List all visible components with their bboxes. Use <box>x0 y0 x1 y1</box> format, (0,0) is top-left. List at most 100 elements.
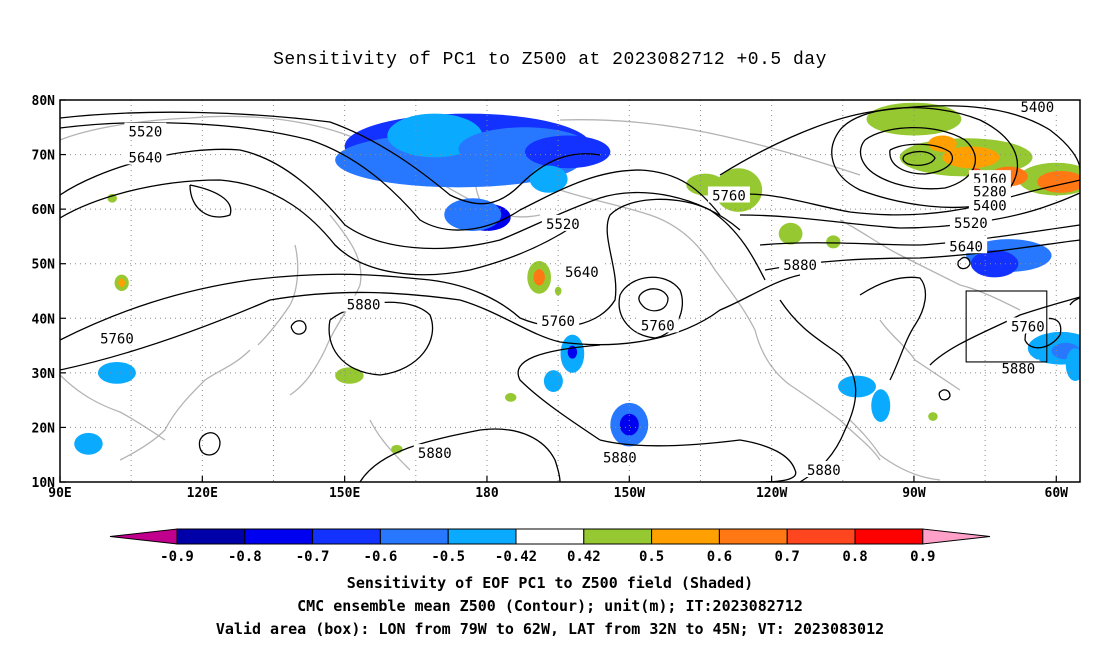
coastline-5 <box>559 189 756 331</box>
contour-label-bg <box>413 444 456 461</box>
colorbar-labels: -0.9 -0.8 -0.7 -0.6 -0.5 -0.42 0.42 0.5 0.6 0.7 0.… <box>160 549 935 565</box>
x-tick-label-150E: 150E <box>329 486 360 501</box>
shade-blob-16 <box>543 370 563 392</box>
contour-line-20 <box>599 439 797 482</box>
shade-blob-24 <box>942 146 1000 169</box>
contour-label-bg <box>124 122 167 139</box>
contour-label-bg <box>968 182 1011 199</box>
contour-line-14 <box>719 105 1080 176</box>
contour-label-bg <box>997 359 1040 376</box>
contour-line-24 <box>929 296 1080 366</box>
contour-line-28 <box>957 256 971 270</box>
contour-line-26 <box>198 432 221 456</box>
contour-label-5520: 5520 <box>954 216 988 232</box>
coastline-9 <box>559 119 861 176</box>
y-tick-label-50N: 50N <box>32 258 56 273</box>
shade-blob-36 <box>335 367 364 384</box>
x-tick-label-120E: 120E <box>187 486 218 501</box>
colorbar: -0.9 -0.8 -0.7 -0.6 -0.5 -0.42 0.42 0.5 0.6 0.7 0.… <box>109 528 991 565</box>
contour-label-5760: 5760 <box>641 318 675 334</box>
contour-label-5520: 5520 <box>129 125 163 141</box>
shade-blob-35 <box>826 235 841 249</box>
x-tick-label-60W: 60W <box>1045 486 1069 501</box>
contour-line-9 <box>638 288 669 312</box>
contour-label-bg <box>537 312 580 329</box>
shade-blob-17 <box>838 375 876 398</box>
contour-label-bg <box>342 295 385 312</box>
x-tick-label-120W: 120W <box>756 486 787 501</box>
contour-line-15 <box>729 179 1080 216</box>
z500-contours <box>60 105 1080 482</box>
contour-label-bg <box>945 237 988 254</box>
contour-line-6 <box>60 274 801 371</box>
contour-line-19 <box>517 344 601 441</box>
colorbar-box-9 <box>786 528 856 545</box>
y-tick-label-30N: 30N <box>32 367 56 382</box>
contour-label-5760: 5760 <box>1011 319 1045 335</box>
contour-label-5760: 5760 <box>541 314 575 330</box>
contour-line-12 <box>889 143 953 175</box>
contour-label-bg <box>560 262 603 279</box>
colorbar-box-2 <box>312 528 381 545</box>
colorbar-box-8 <box>718 528 788 545</box>
contour-line-21 <box>359 428 561 482</box>
contour-line-23 <box>859 276 927 381</box>
contour-label-5880: 5880 <box>1001 361 1035 377</box>
x-tick-label-150W: 150W <box>614 486 645 501</box>
x-tick-label-90E: 90E <box>48 486 71 501</box>
coastline-6 <box>754 329 881 461</box>
y-tick-label-70N: 70N <box>32 149 56 164</box>
coastline-7 <box>849 419 941 481</box>
y-tick-label-40N: 40N <box>32 312 56 327</box>
coastline-4 <box>60 374 166 441</box>
contour-line-8 <box>618 276 684 339</box>
shade-blob-4 <box>444 198 502 231</box>
colorbar-box-5 <box>515 528 585 545</box>
shade-blob-21 <box>1065 348 1080 382</box>
contour-label-bg <box>949 213 992 230</box>
colorbar-under-triangle <box>109 528 178 545</box>
colorbar-box-10 <box>854 528 924 545</box>
contour-label-5400: 5400 <box>973 198 1007 214</box>
contour-line-13 <box>902 150 936 166</box>
contour-line-1 <box>60 122 721 231</box>
contour-label-5880: 5880 <box>603 450 637 466</box>
contour-label-5640: 5640 <box>949 239 983 255</box>
contour-labels: 5520 5640 5400 5520 5760 5640 5880 5760 5760 5880… <box>95 98 1059 479</box>
contour-label-bg <box>1006 317 1049 334</box>
colorbar-box-7 <box>651 528 720 545</box>
coastline-8 <box>879 319 961 391</box>
shade-blob-13 <box>619 413 639 436</box>
contour-label-5760: 5760 <box>100 331 134 347</box>
contour-label-5520: 5520 <box>546 217 580 233</box>
colorbar-label: -0.6 <box>364 549 398 565</box>
plot-frame <box>59 99 1081 483</box>
contour-label-bg <box>968 196 1011 213</box>
y-tick-label-20N: 20N <box>32 421 56 436</box>
shade-blob-19 <box>97 361 136 384</box>
shade-blob-18 <box>871 389 891 422</box>
contour-line-3 <box>60 179 576 276</box>
contour-label-bg <box>124 148 167 165</box>
valid-area-box <box>965 290 1048 363</box>
colorbar-label: -0.5 <box>431 549 465 565</box>
shade-blob-25 <box>928 135 957 152</box>
caption-contour: CMC ensemble mean Z500 (Contour); unit(m… <box>297 597 803 615</box>
shade-blob-6 <box>524 135 611 169</box>
contour-label-bg <box>636 316 679 333</box>
contour-label-5880: 5880 <box>347 298 381 314</box>
caption-valid-area: Valid area (box): LON from 79W to 62W, L… <box>215 620 885 638</box>
shade-blob-34 <box>778 222 803 245</box>
contour-label-bg <box>802 460 845 477</box>
colorbar-box-1 <box>244 528 314 545</box>
contour-line-17 <box>759 224 1080 246</box>
y-tick-label-60N: 60N <box>32 203 56 218</box>
contour-label-5880: 5880 <box>783 258 817 274</box>
y-tick-label-80N: 80N <box>32 94 56 109</box>
shade-blob-41 <box>928 412 938 421</box>
axes: 90E 120E 150E 180 150W 120W 90W 60W 80N 70N 60N 50N… <box>32 94 1069 501</box>
colorbar-label: 0.8 <box>842 549 867 565</box>
caption-shading: Sensitivity of EOF PC1 to Z500 field (Sh… <box>346 574 754 592</box>
contour-label-bg <box>1016 98 1059 115</box>
shade-blob-37 <box>505 393 517 402</box>
